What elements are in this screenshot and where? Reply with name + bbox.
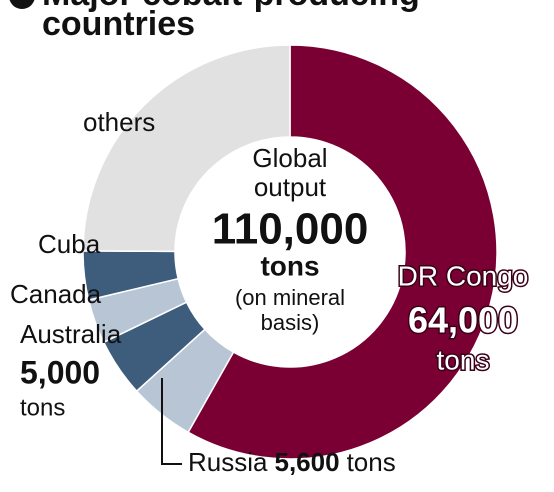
center-text: output xyxy=(254,172,327,202)
total-unit: tons xyxy=(260,250,319,281)
center-text: Global xyxy=(252,143,327,173)
unit-label: tons xyxy=(20,394,65,421)
label-part: Russia xyxy=(188,447,268,477)
total: 110,000 xyxy=(212,205,369,254)
value-label: 64,000 xyxy=(408,300,518,341)
leader-line xyxy=(161,378,182,465)
slice xyxy=(82,44,291,253)
center-note: (on mineral xyxy=(235,285,345,310)
slice xyxy=(187,44,498,460)
unit-label: tons xyxy=(437,344,490,375)
slice-label: Canada xyxy=(10,279,102,309)
chart-title: Major cobalt-producing xyxy=(42,0,420,13)
title-bullet xyxy=(9,0,35,9)
value-label: 5,000 xyxy=(20,354,100,390)
value-label: 5,600 xyxy=(274,447,339,477)
center-note: basis) xyxy=(261,310,320,335)
slice-label: Cuba xyxy=(38,229,101,259)
slice-label: DR Congo xyxy=(398,260,529,291)
slice-label: Australia xyxy=(20,319,122,349)
label-part: tons xyxy=(347,447,396,477)
slice-label: others xyxy=(83,107,155,137)
slice-label: Russia 5,600 tons xyxy=(188,447,396,477)
chart-title: countries xyxy=(42,5,195,43)
